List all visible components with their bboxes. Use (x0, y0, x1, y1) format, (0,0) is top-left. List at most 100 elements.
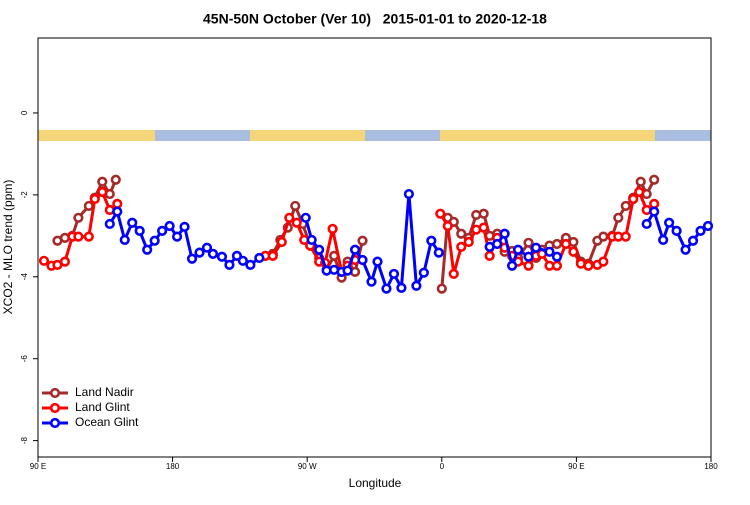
x-tick-label: 90 E (30, 462, 46, 471)
series-marker (119, 234, 130, 246)
series-marker (245, 259, 256, 271)
series-marker (478, 208, 489, 219)
series-marker (680, 244, 691, 255)
series-marker (512, 244, 524, 255)
series-marker (436, 283, 447, 294)
series-marker (499, 228, 510, 239)
y-tick-label: -6 (20, 355, 29, 363)
x-tick-label: 90 W (298, 462, 317, 471)
series-marker (284, 212, 295, 223)
series-marker (254, 252, 265, 264)
series-marker (492, 238, 503, 250)
y-tick-label: 0 (20, 110, 29, 115)
series-marker (104, 218, 115, 230)
series-marker (97, 176, 108, 187)
series-marker (179, 221, 190, 232)
series-marker (530, 242, 542, 253)
series-marker (523, 260, 534, 271)
ocean-band (155, 130, 250, 141)
series-marker (127, 217, 138, 228)
series-marker (237, 255, 248, 266)
series-marker (484, 250, 495, 261)
series-marker (641, 218, 652, 230)
land-band (440, 130, 655, 141)
series-marker (216, 251, 228, 262)
legend-marker (49, 402, 61, 414)
series-marker (149, 235, 160, 246)
series-marker (164, 220, 175, 232)
series-marker (411, 280, 422, 291)
legend-marker (49, 417, 61, 429)
series-marker (435, 208, 446, 219)
series-marker (442, 220, 453, 232)
series-marker (38, 255, 50, 266)
series-marker (702, 220, 714, 232)
series-marker (134, 225, 145, 237)
series-marker (463, 236, 474, 248)
series-marker (613, 212, 624, 223)
land-band (38, 130, 155, 141)
series-marker (583, 260, 594, 271)
series-marker (478, 222, 489, 233)
series-marker (635, 176, 646, 187)
series-marker (671, 225, 682, 237)
series-marker (349, 244, 361, 255)
series-marker (695, 225, 706, 237)
series-marker (649, 206, 660, 217)
series-marker (112, 206, 123, 217)
x-tick-label: 0 (440, 462, 445, 471)
series-marker (456, 241, 467, 252)
x-tick-label: 90 E (568, 462, 584, 471)
series-marker (551, 238, 563, 250)
series-marker (523, 237, 534, 248)
series-marker (342, 265, 353, 276)
x-tick-label: 180 (704, 462, 718, 471)
x-tick-label: 180 (166, 462, 180, 471)
series-marker (73, 231, 84, 242)
series-marker (456, 228, 467, 239)
series-marker (658, 234, 669, 246)
y-tick-label: -8 (20, 437, 29, 445)
x-axis-label: Longitude (349, 476, 402, 490)
series-marker (306, 234, 317, 246)
series-marker (381, 283, 392, 294)
series-marker (448, 268, 459, 280)
legend-marker (49, 387, 61, 399)
series-marker (366, 276, 377, 287)
series-marker (620, 200, 631, 212)
series-marker (224, 259, 235, 271)
series-marker (664, 217, 675, 228)
series-marker (544, 246, 555, 257)
series-marker (171, 231, 183, 242)
series-marker (598, 256, 609, 267)
series-marker (194, 247, 205, 258)
series-marker (506, 260, 518, 271)
series-marker (300, 212, 311, 223)
series-marker (568, 246, 579, 257)
series-marker (418, 267, 429, 278)
series-marker (89, 193, 100, 205)
y-tick-label: -4 (20, 273, 29, 281)
series-marker (403, 188, 414, 200)
series-marker (83, 231, 94, 242)
series-marker (620, 231, 631, 242)
series-marker (291, 217, 302, 228)
surface-strip (38, 130, 711, 141)
series-marker (649, 174, 660, 185)
ocean-band (655, 130, 711, 141)
y-axis-label: XCO2 - MLO trend (ppm) (1, 180, 15, 315)
series-marker (551, 251, 563, 262)
series-marker (523, 251, 534, 262)
chart-title: 45N-50N October (Ver 10) 2015-01-01 to 2… (203, 11, 547, 27)
ocean-band (365, 130, 440, 141)
series-marker (142, 244, 153, 255)
plot-frame (37, 37, 712, 458)
series-marker (112, 198, 123, 209)
series-marker (327, 223, 338, 234)
series-marker (388, 268, 400, 280)
legend-label: Land Glint (75, 400, 130, 414)
series-marker (372, 256, 383, 267)
series-marker (59, 256, 71, 267)
